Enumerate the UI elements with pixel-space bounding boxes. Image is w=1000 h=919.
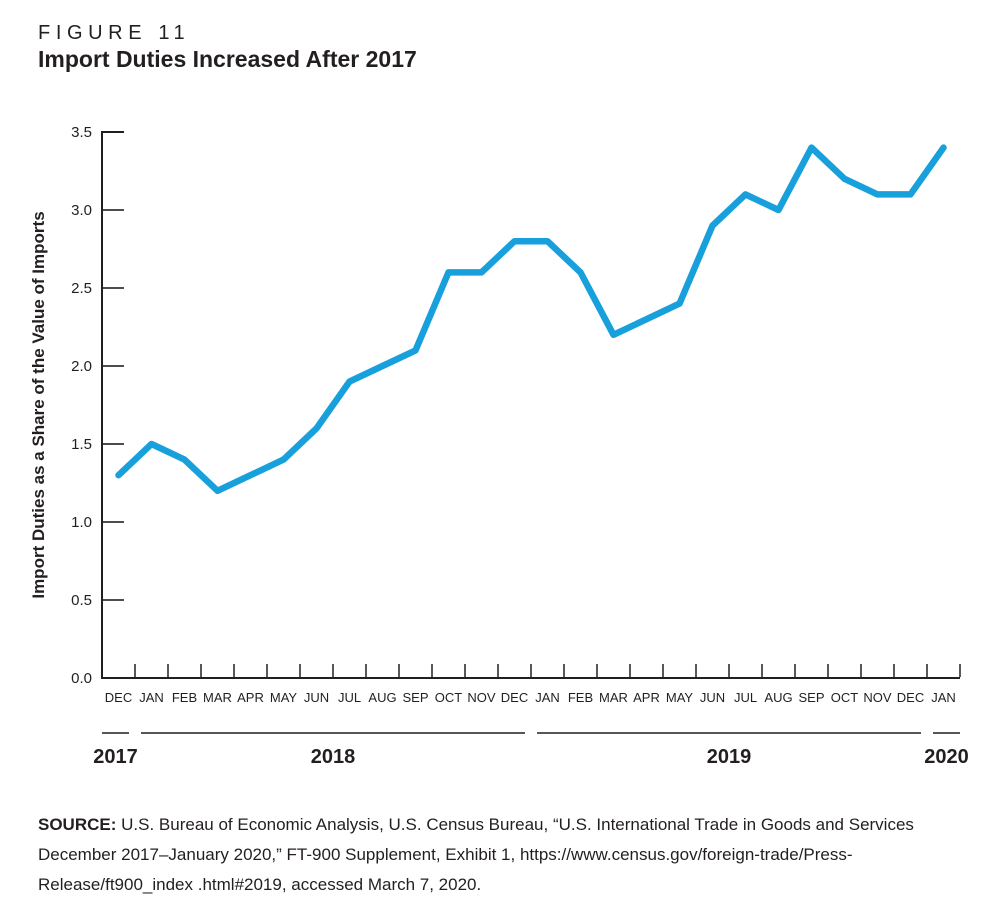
- y-axis-title: Import Duties as a Share of the Value of…: [29, 211, 48, 598]
- month-label: OCT: [831, 690, 859, 705]
- y-tick-label: 1.5: [71, 436, 92, 453]
- month-label: JUL: [338, 690, 361, 705]
- month-label: JAN: [139, 690, 164, 705]
- month-label: JUN: [700, 690, 725, 705]
- figure-number-label: FIGURE 11: [38, 22, 191, 44]
- y-tick-label: 0.0: [71, 670, 92, 687]
- month-label: JUL: [734, 690, 757, 705]
- month-label: SEP: [402, 690, 428, 705]
- month-label: NOV: [467, 690, 496, 705]
- year-label: 2019: [707, 746, 752, 768]
- month-label: APR: [237, 690, 264, 705]
- source-note: SOURCE: U.S. Bureau of Economic Analysis…: [38, 810, 962, 900]
- month-label: MAR: [203, 690, 232, 705]
- year-label: 2018: [311, 746, 356, 768]
- data-line: [115, 144, 947, 495]
- month-label: AUG: [368, 690, 396, 705]
- month-label: NOV: [863, 690, 892, 705]
- month-label: FEB: [568, 690, 593, 705]
- y-tick-label: 3.5: [71, 124, 92, 141]
- y-tick-label: 0.5: [71, 592, 92, 609]
- figure-title: Import Duties Increased After 2017: [38, 46, 417, 72]
- year-label: 2017: [93, 746, 138, 768]
- month-label: MAY: [270, 690, 298, 705]
- y-tick-label: 3.0: [71, 202, 92, 219]
- month-label: FEB: [172, 690, 197, 705]
- month-label: JAN: [535, 690, 560, 705]
- source-label: SOURCE:: [38, 815, 117, 834]
- month-label: APR: [633, 690, 660, 705]
- month-label: AUG: [764, 690, 792, 705]
- year-label: 2020: [924, 746, 969, 768]
- y-tick-label: 1.0: [71, 514, 92, 531]
- month-label: DEC: [105, 690, 132, 705]
- month-label: MAR: [599, 690, 628, 705]
- month-label: SEP: [798, 690, 824, 705]
- month-label: JAN: [931, 690, 956, 705]
- y-tick-label: 2.5: [71, 280, 92, 297]
- month-label: MAY: [666, 690, 694, 705]
- month-label: OCT: [435, 690, 463, 705]
- month-label: DEC: [501, 690, 528, 705]
- month-label: JUN: [304, 690, 329, 705]
- line-chart: 0.0 0.5 1.0 1.5 2.0 2.5 3.0 3.5 DEC JAN FEB MAR APR M…: [29, 124, 969, 768]
- source-text: U.S. Bureau of Economic Analysis, U.S. C…: [38, 815, 914, 894]
- month-label: DEC: [897, 690, 924, 705]
- y-tick-label: 2.0: [71, 358, 92, 375]
